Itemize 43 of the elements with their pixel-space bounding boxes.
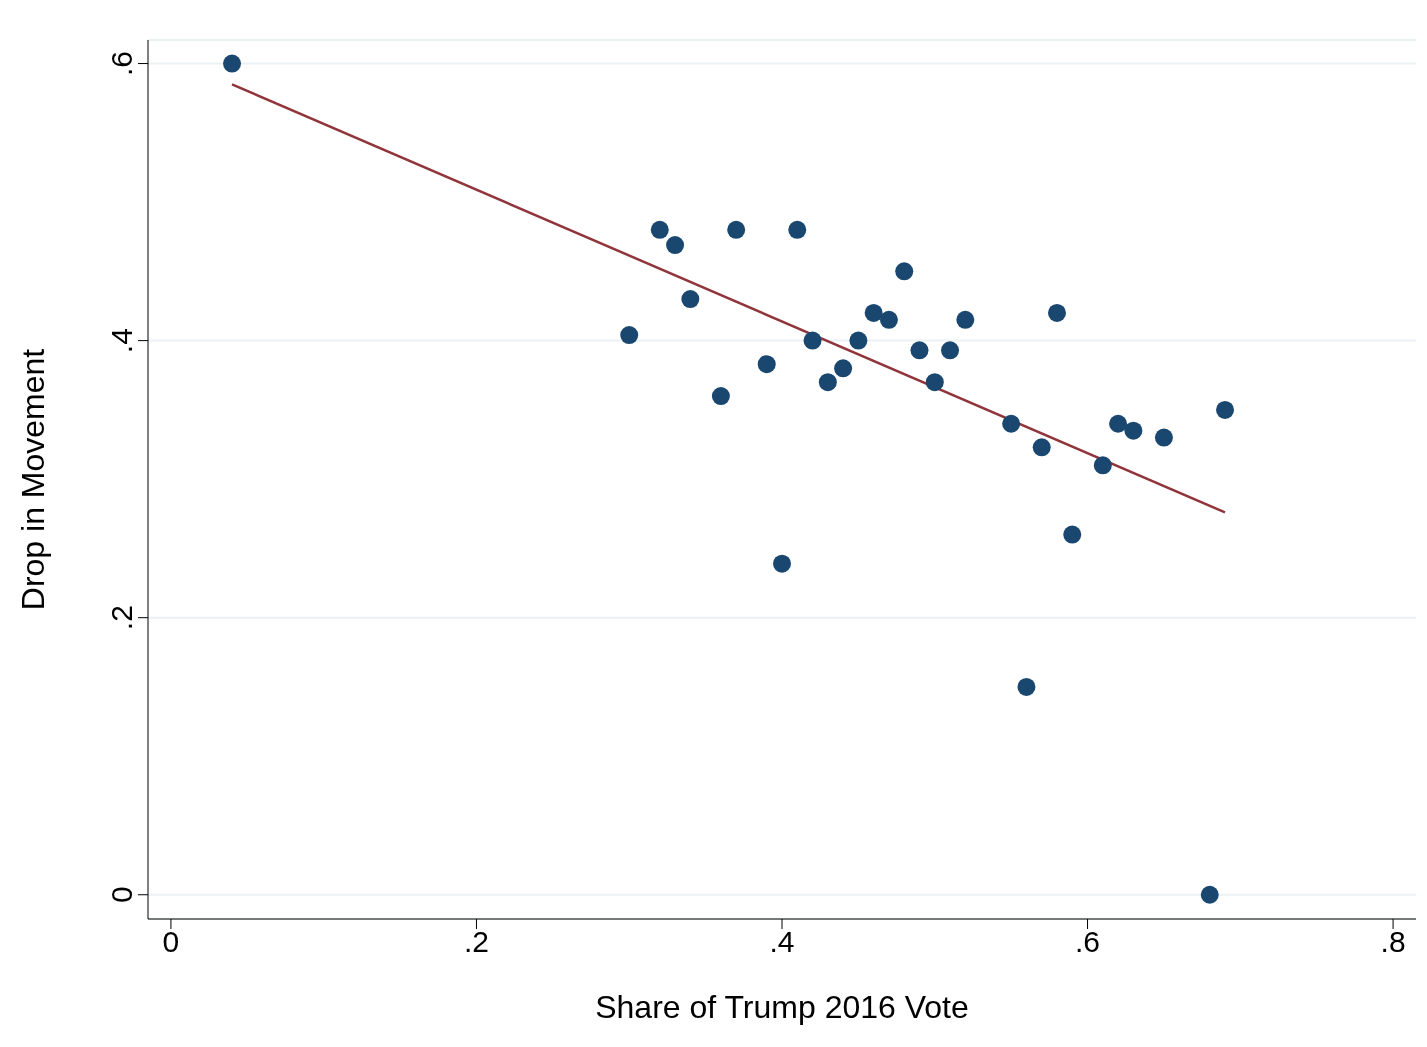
point [650, 220, 669, 239]
x-tick-label: .2 [463, 925, 489, 959]
point [1109, 414, 1128, 433]
point [681, 290, 700, 309]
point [1124, 421, 1143, 440]
x-tick-label: 0 [162, 925, 180, 959]
x-tick-label: .6 [1075, 925, 1101, 959]
point [803, 331, 822, 350]
point [1093, 456, 1112, 475]
point [727, 220, 746, 239]
point [925, 373, 944, 392]
point [956, 310, 975, 329]
y-tick-label: .2 [105, 605, 138, 631]
point [895, 262, 914, 281]
point [1032, 438, 1051, 457]
point [941, 341, 960, 360]
x-axis-title: Share of Trump 2016 Vote [595, 989, 969, 1025]
point [1002, 414, 1021, 433]
point [666, 236, 685, 255]
y-tick-label: .6 [105, 51, 138, 77]
point [1216, 400, 1235, 419]
point [864, 303, 883, 322]
point [773, 554, 791, 573]
point [620, 326, 639, 345]
point [879, 310, 898, 329]
point [834, 359, 853, 378]
point [910, 341, 929, 360]
point [223, 54, 242, 73]
point [711, 387, 730, 406]
y-tick-label: 0 [105, 886, 138, 904]
y-axis-title: Drop in Movement [15, 348, 52, 611]
x-tick-label: .8 [1380, 925, 1406, 959]
point [1063, 525, 1082, 544]
point [1200, 885, 1219, 904]
point [1017, 677, 1036, 696]
point [757, 355, 776, 374]
point [788, 220, 807, 239]
point [818, 373, 837, 392]
point [849, 331, 868, 350]
y-tick-label: .4 [105, 328, 138, 354]
point [1047, 303, 1066, 322]
x-tick-label: .4 [769, 925, 795, 959]
point [1154, 428, 1173, 447]
